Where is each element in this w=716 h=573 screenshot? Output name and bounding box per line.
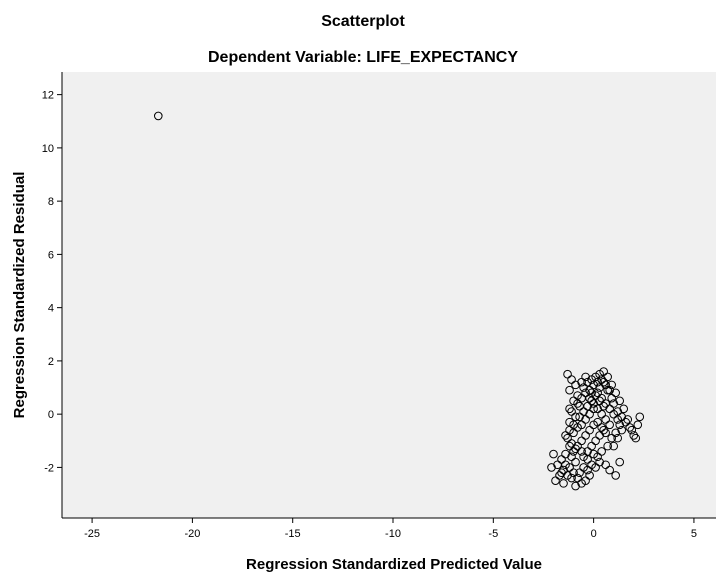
scatter-point	[585, 471, 594, 480]
scatter-point	[631, 433, 641, 443]
scatter-point	[565, 404, 574, 414]
scatter-point	[609, 399, 618, 408]
scatter-point	[561, 460, 570, 470]
scatter-point	[567, 452, 576, 462]
scatter-point	[603, 441, 612, 451]
scatter-point	[583, 465, 592, 475]
scatter-point	[611, 471, 620, 480]
scatter-point	[561, 431, 570, 440]
scatter-point	[559, 479, 568, 488]
scatter-point	[605, 465, 614, 475]
scatter-point	[587, 388, 596, 398]
scatter-point	[551, 476, 560, 486]
data-points	[153, 111, 645, 491]
x-tick-label: -25	[84, 528, 100, 540]
scatter-point	[565, 385, 574, 395]
scatter-point	[615, 457, 625, 467]
y-tick-label: 6	[48, 249, 54, 261]
scatter-point	[571, 380, 580, 390]
scatter-point	[615, 420, 625, 430]
scatter-point	[567, 473, 576, 483]
scatter-point	[571, 412, 580, 422]
scatter-point	[569, 447, 578, 456]
scatter-point	[619, 404, 629, 414]
scatter-point	[557, 468, 566, 478]
scatter-point	[571, 481, 580, 491]
scatter-point	[625, 423, 635, 432]
scatter-point	[629, 431, 639, 440]
scatter-point	[579, 383, 588, 392]
scatter-point	[609, 441, 618, 451]
y-axis-ticks: -2 0 2 4 6 8 10 12	[42, 90, 62, 474]
scatter-point	[595, 396, 604, 406]
x-tick-label: 5	[691, 528, 697, 540]
x-tick-label: -20	[184, 528, 200, 540]
scatter-point	[547, 463, 556, 472]
scatter-point	[617, 425, 627, 435]
y-tick-label: 8	[48, 196, 54, 208]
scatter-point	[613, 433, 622, 443]
x-axis-ticks: -25 -20 -15 -10 -5 0 5	[84, 518, 697, 540]
scatter-point	[605, 385, 614, 395]
y-tick-label: 0	[48, 409, 54, 421]
plot-area	[62, 72, 716, 518]
y-tick-label: 10	[42, 143, 54, 155]
scatter-point	[153, 111, 163, 121]
y-tick-label: 2	[48, 356, 54, 368]
scatter-point	[571, 444, 580, 454]
scatter-point	[627, 425, 637, 435]
scatter-point	[575, 412, 584, 422]
chart-subtitle: Dependent Variable: LIFE_EXPECTANCY	[208, 49, 518, 66]
x-axis-label: Regression Standardized Predicted Value	[246, 556, 542, 573]
x-tick-label: 0	[591, 528, 597, 540]
scatter-point	[605, 420, 614, 430]
y-tick-label: 4	[48, 303, 54, 315]
chart-title: Scatterplot	[321, 13, 405, 30]
scatter-point	[589, 404, 598, 414]
x-tick-label: -15	[285, 528, 301, 540]
scatter-point	[595, 457, 604, 467]
scatter-point	[607, 393, 616, 403]
scatter-point	[617, 412, 627, 422]
scatter-point	[549, 449, 558, 459]
scatter-point	[635, 412, 645, 422]
scatter-point	[615, 396, 625, 406]
scatter-point	[633, 420, 643, 430]
x-tick-label: -5	[488, 528, 498, 540]
scatter-point	[601, 428, 610, 438]
scatter-point	[623, 415, 633, 424]
scatter-point	[589, 449, 598, 459]
scatter-point	[597, 447, 606, 456]
x-tick-label: -10	[385, 528, 401, 540]
scatter-point	[581, 372, 590, 382]
scatter-point	[595, 383, 604, 392]
y-tick-label: 12	[42, 90, 54, 102]
y-tick-label: -2	[44, 462, 54, 474]
scatter-point	[573, 399, 582, 408]
scatter-point	[611, 428, 620, 438]
y-axis-label: Regression Standardized Residual	[11, 172, 28, 419]
